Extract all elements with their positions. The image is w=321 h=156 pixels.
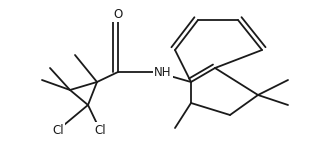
Text: Cl: Cl [94, 124, 106, 136]
Text: NH: NH [154, 66, 171, 78]
Text: Cl: Cl [52, 124, 64, 136]
Text: O: O [113, 7, 123, 20]
